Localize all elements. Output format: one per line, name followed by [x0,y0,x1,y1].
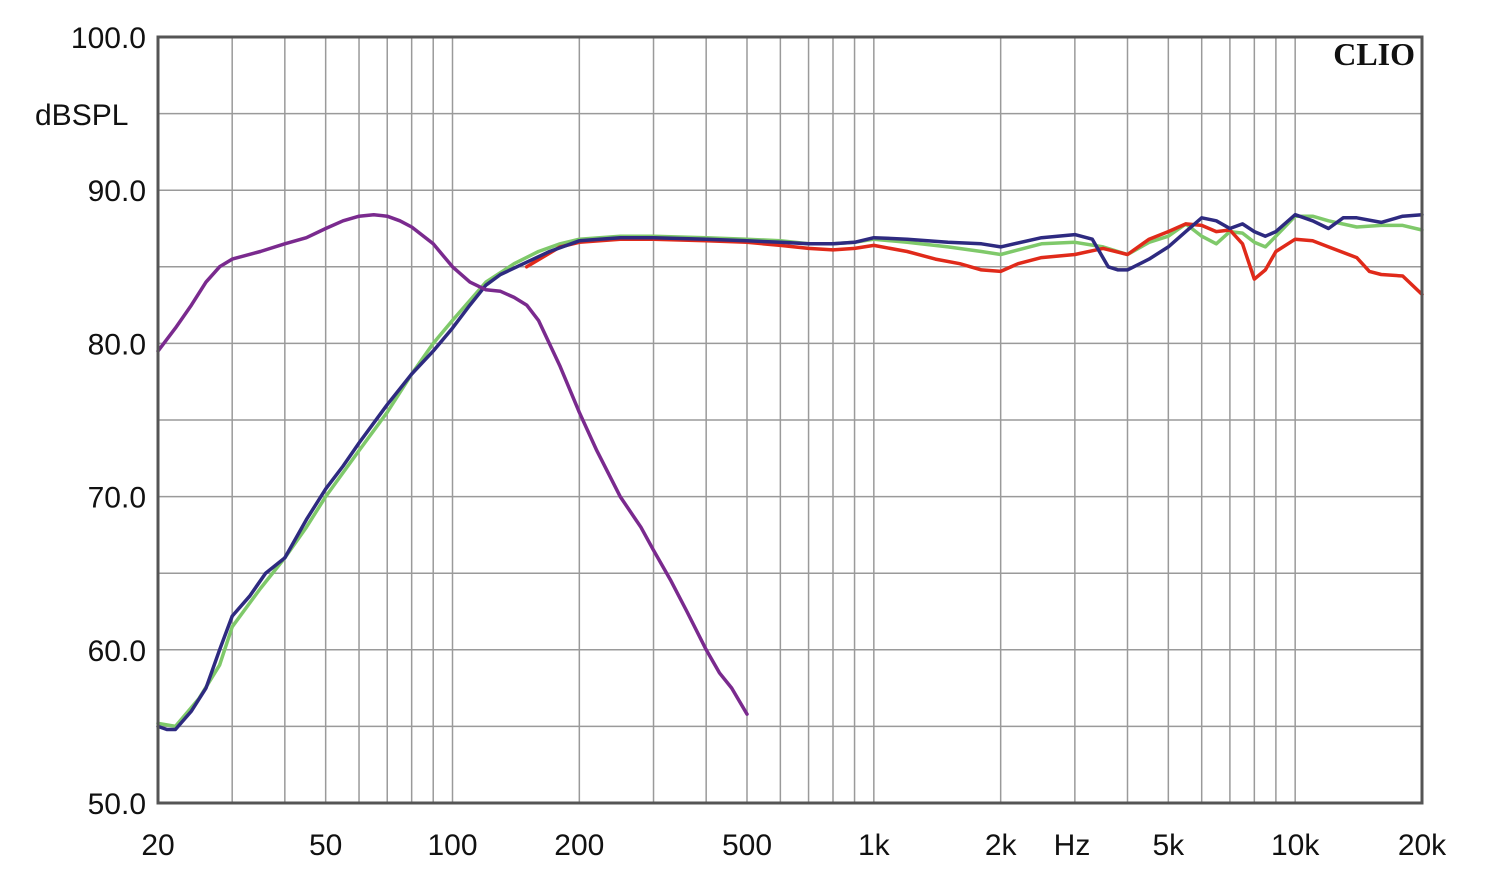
y-tick-label: 80.0 [88,328,146,361]
x-tick-label: 2k [985,829,1018,862]
y-tick-label: 50.0 [88,788,146,821]
clio-brand-logo: CLIO [1333,36,1415,72]
x-tick-label: 1k [858,829,891,862]
x-tick-label: 200 [554,829,604,862]
y-axis-tick-labels: 50.0 60.0 70.0 80.0 90.0 100.0 [71,22,146,821]
y-tick-label: 100.0 [71,22,146,55]
x-tick-label: 50 [309,829,342,862]
x-tick-label: 5k [1152,829,1185,862]
x-tick-label: 10k [1271,829,1320,862]
x-axis-tick-labels: 20 50 100 200 500 1k 2k 5k 10k 20k [141,829,1447,862]
y-tick-label: 70.0 [88,482,146,515]
series-line-3 [156,212,1424,732]
x-axis-label: Hz [1054,829,1091,862]
x-tick-label: 20 [141,829,174,862]
grid [158,37,1422,803]
series-group [156,212,1424,732]
series-line-2 [524,222,1424,297]
x-tick-label: 100 [427,829,477,862]
x-tick-label: 500 [722,829,772,862]
y-tick-label: 90.0 [88,175,146,208]
series-line-4 [156,212,749,716]
plot-frame [156,35,1424,805]
y-axis-label: dBSPL [35,99,128,132]
y-tick-label: 60.0 [88,635,146,668]
x-tick-label: 20k [1398,829,1447,862]
